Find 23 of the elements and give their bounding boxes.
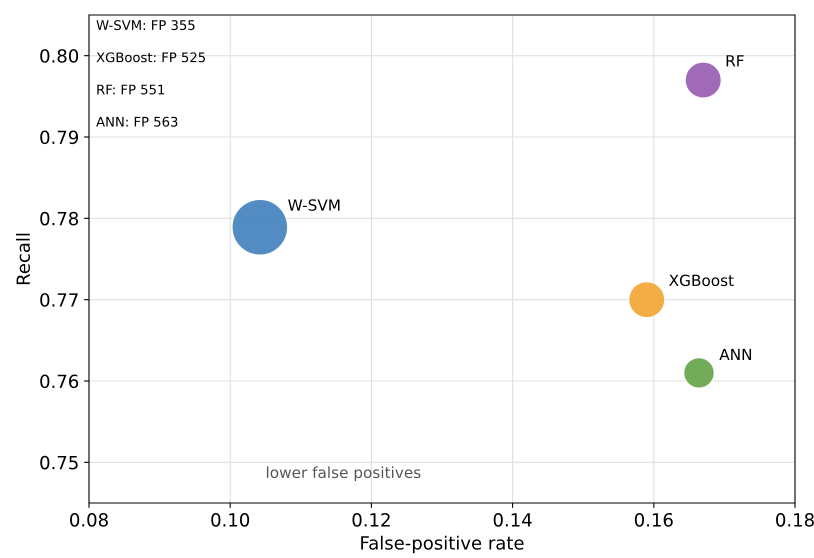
annotation: lower false positives — [266, 466, 420, 482]
series-label: RF — [726, 55, 744, 66]
annotation: XGBoost: FP 525 — [96, 52, 205, 62]
x-tick-label: 0.12 — [352, 513, 390, 527]
x-tick-label: 0.08 — [70, 513, 108, 527]
series-label: W-SVM — [288, 199, 340, 211]
x-tick-label: 0.14 — [494, 513, 532, 527]
y-tick-label: 0.76 — [40, 374, 78, 388]
y-tick-label: 0.80 — [40, 49, 78, 63]
y-tick-label: 0.78 — [40, 212, 78, 226]
series-label: XGBoost — [669, 274, 734, 286]
x-tick-label: 0.18 — [776, 513, 814, 527]
annotation: ANN: FP 563 — [96, 116, 178, 127]
annotation: W-SVM: FP 355 — [96, 20, 195, 30]
y-axis-title: Recall — [16, 234, 30, 284]
x-tick-label: 0.10 — [211, 513, 250, 527]
y-tick-label: 0.79 — [40, 130, 78, 144]
annotation: RF: FP 551 — [97, 84, 164, 95]
series-label: ANN — [719, 348, 752, 360]
y-tick-label: 0.77 — [40, 293, 78, 307]
y-tick-label: 0.75 — [40, 456, 78, 470]
x-tick-label: 0.16 — [634, 513, 673, 527]
x-axis-title: False-positive rate — [361, 536, 524, 554]
